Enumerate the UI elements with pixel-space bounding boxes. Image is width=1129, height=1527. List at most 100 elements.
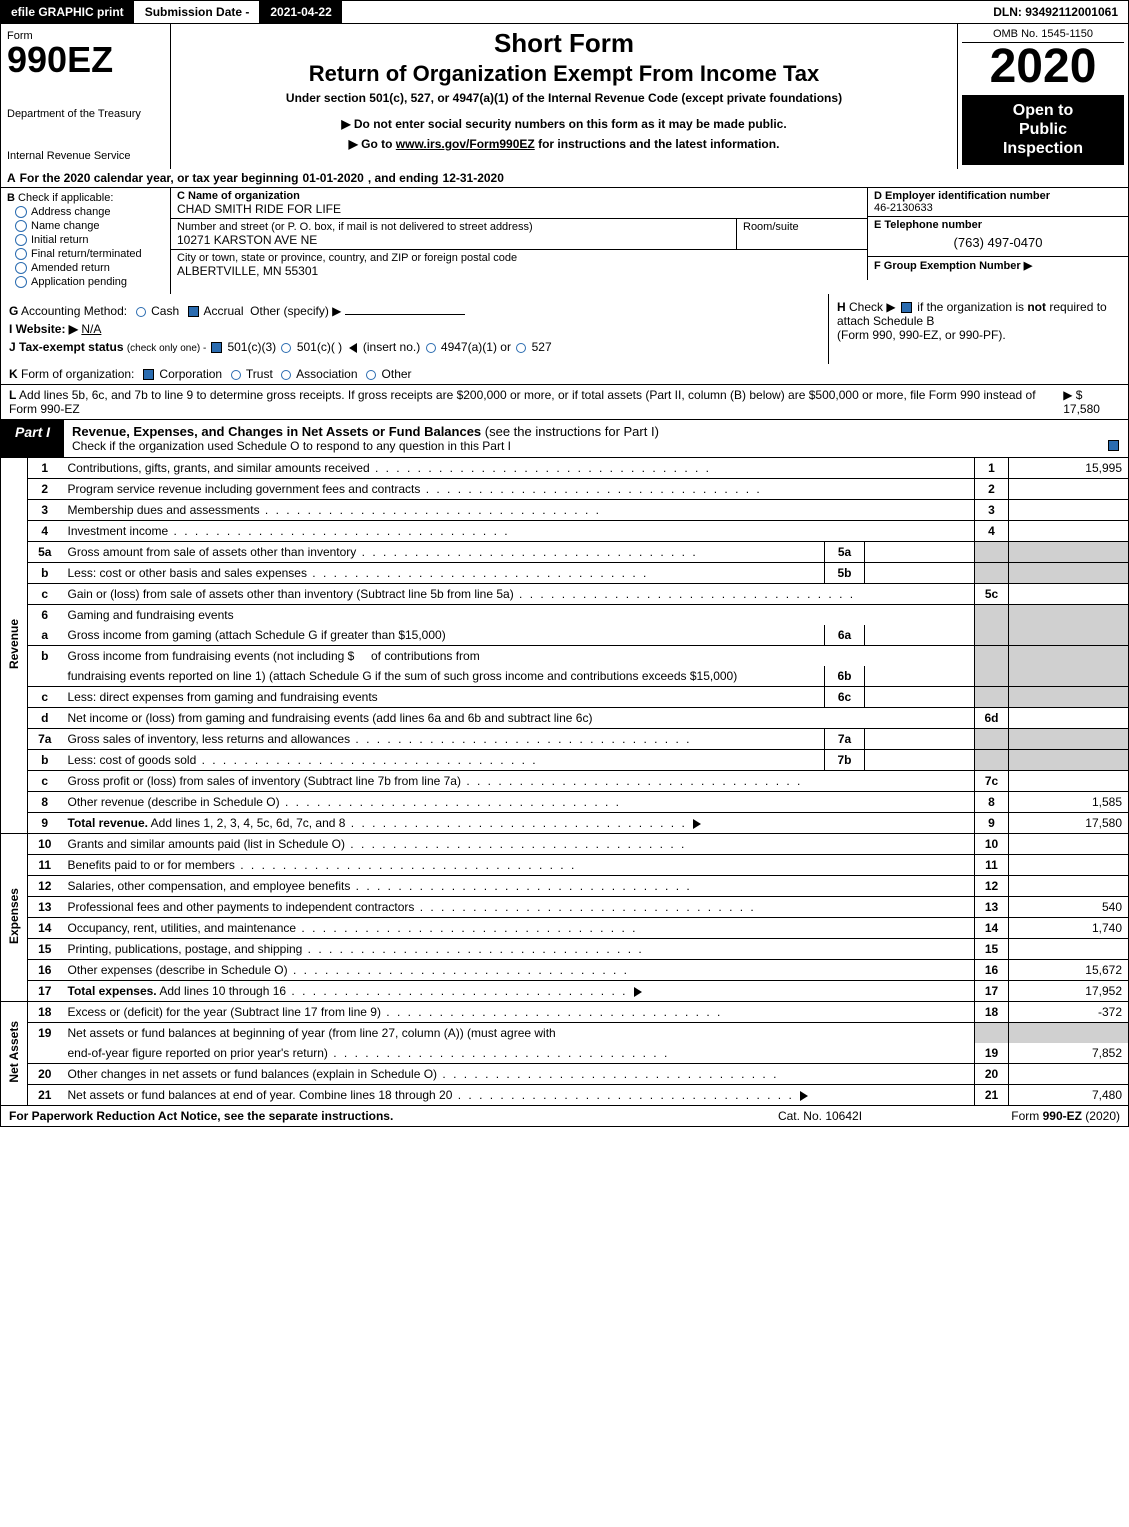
- open3: Inspection: [1003, 140, 1083, 157]
- line5a-desc: Gross amount from sale of assets other t…: [68, 545, 357, 559]
- radio-527[interactable]: [516, 343, 526, 353]
- chk-accrual[interactable]: [188, 306, 199, 317]
- line14-desc: Occupancy, rent, utilities, and maintena…: [68, 921, 297, 935]
- line16-val: 15,672: [1009, 960, 1129, 981]
- form-number: 990EZ: [7, 42, 164, 78]
- line-20: 20 Other changes in net assets or fund b…: [1, 1064, 1129, 1085]
- line6b-mval: [865, 666, 975, 687]
- subdate-label: Submission Date -: [145, 5, 250, 19]
- line5a-mval: [865, 542, 975, 563]
- line6a-desc: Gross income from gaming (attach Schedul…: [68, 628, 446, 642]
- line21-rnum: 21: [975, 1085, 1009, 1106]
- line18-num: 18: [28, 1002, 62, 1023]
- line5c-num: c: [28, 584, 62, 605]
- chk-name-change[interactable]: Name change: [15, 220, 164, 232]
- chk-initial-return[interactable]: Initial return: [15, 234, 164, 246]
- radio-4947[interactable]: [426, 343, 436, 353]
- line7c-num: c: [28, 771, 62, 792]
- line6c-desc: Less: direct expenses from gaming and fu…: [68, 690, 378, 704]
- submission-date: 2021-04-22: [260, 1, 342, 23]
- line7b-rval-shade: [1009, 750, 1129, 771]
- line6-rval-shade: [1009, 605, 1129, 626]
- line-11: 11 Benefits paid to or for members 11: [1, 855, 1129, 876]
- line18-desc: Excess or (deficit) for the year (Subtra…: [68, 1005, 381, 1019]
- line7b-desc: Less: cost of goods sold: [68, 753, 197, 767]
- radio-other[interactable]: [366, 370, 376, 380]
- radio-cash[interactable]: [136, 307, 146, 317]
- line-10: Expenses 10 Grants and similar amounts p…: [1, 834, 1129, 855]
- irs-link[interactable]: www.irs.gov/Form990EZ: [396, 137, 535, 151]
- line13-rnum: 13: [975, 897, 1009, 918]
- line14-num: 14: [28, 918, 62, 939]
- taxyear-begin: 01-01-2020: [302, 171, 363, 185]
- line5b-rval-shade: [1009, 563, 1129, 584]
- line-5a: 5a Gross amount from sale of assets othe…: [1, 542, 1129, 563]
- line6b-num2: [28, 666, 62, 687]
- label-f-group: F Group Exemption Number ▶: [874, 260, 1032, 272]
- line19b-num: [28, 1043, 62, 1064]
- row-l-gross-receipts: L Add lines 5b, 6c, and 7b to line 9 to …: [0, 385, 1129, 420]
- l-arrow: ▶ $: [1063, 388, 1082, 402]
- side-revenue: Revenue: [1, 458, 28, 834]
- line11-val: [1009, 855, 1129, 876]
- line3-rnum: 3: [975, 500, 1009, 521]
- opt-501c3: 501(c)(3): [227, 340, 276, 354]
- row-i-website: I Website: ▶ N/A: [9, 322, 820, 336]
- label-e-phone: E Telephone number: [874, 219, 982, 231]
- line-13: 13 Professional fees and other payments …: [1, 897, 1129, 918]
- chk-application-pending[interactable]: Application pending: [15, 276, 164, 288]
- chk-schedule-b-not-required[interactable]: [901, 302, 912, 313]
- arrow-left-icon: [349, 343, 357, 353]
- line20-rnum: 20: [975, 1064, 1009, 1085]
- radio-association[interactable]: [281, 370, 291, 380]
- radio-501c[interactable]: [281, 343, 291, 353]
- line3-val: [1009, 500, 1129, 521]
- line-3: 3 Membership dues and assessments 3: [1, 500, 1129, 521]
- chk-address-change[interactable]: Address change: [15, 206, 164, 218]
- h-text2: if the organization is: [917, 300, 1027, 314]
- col-def: D Employer identification number 46-2130…: [868, 188, 1128, 295]
- line5a-mbox: 5a: [825, 542, 865, 563]
- line11-rnum: 11: [975, 855, 1009, 876]
- line2-rnum: 2: [975, 479, 1009, 500]
- row-a-taxyear: A For the 2020 calendar year, or tax yea…: [0, 169, 1129, 188]
- city-state-zip: ALBERTVILLE, MN 55301: [177, 264, 318, 278]
- line19-rval-shade: [1009, 1023, 1129, 1044]
- line-21: 21 Net assets or fund balances at end of…: [1, 1085, 1129, 1106]
- line15-desc: Printing, publications, postage, and shi…: [68, 942, 303, 956]
- line14-rnum: 14: [975, 918, 1009, 939]
- chk-final-return[interactable]: Final return/terminated: [15, 248, 164, 260]
- chk-corporation[interactable]: [143, 369, 154, 380]
- line11-num: 11: [28, 855, 62, 876]
- line12-num: 12: [28, 876, 62, 897]
- insert-no: (insert no.): [363, 340, 420, 354]
- line-18: Net Assets 18 Excess or (deficit) for th…: [1, 1002, 1129, 1023]
- topbar-spacer: [343, 1, 983, 23]
- line2-val: [1009, 479, 1129, 500]
- open2: Public: [1019, 121, 1067, 138]
- label-k: K: [9, 367, 18, 381]
- line17-rnum: 17: [975, 981, 1009, 1002]
- line10-num: 10: [28, 834, 62, 855]
- opt-501c: 501(c)( ): [297, 340, 342, 354]
- efile-topbar: efile GRAPHIC print Submission Date - 20…: [0, 0, 1129, 24]
- dln-value: 93492112001061: [1025, 5, 1118, 19]
- line4-val: [1009, 521, 1129, 542]
- opt-accrual: Accrual: [203, 304, 243, 318]
- line7a-num: 7a: [28, 729, 62, 750]
- submission-date-label: Submission Date -: [135, 1, 261, 23]
- line6a-mval: [865, 625, 975, 646]
- line7a-rnum-shade: [975, 729, 1009, 750]
- line-19a: 19 Net assets or fund balances at beginn…: [1, 1023, 1129, 1044]
- line7b-num: b: [28, 750, 62, 771]
- chk-schedule-o[interactable]: [1108, 440, 1119, 451]
- label-d-ein: D Employer identification number: [874, 190, 1050, 202]
- arrow-icon-2: [634, 987, 642, 997]
- chk-amended-return[interactable]: Amended return: [15, 262, 164, 274]
- line21-val: 7,480: [1009, 1085, 1129, 1106]
- radio-trust[interactable]: [231, 370, 241, 380]
- footer-form-pre: Form: [1011, 1109, 1042, 1123]
- line5b-rnum-shade: [975, 563, 1009, 584]
- line19-val: 7,852: [1009, 1043, 1129, 1064]
- chk-501c3[interactable]: [211, 342, 222, 353]
